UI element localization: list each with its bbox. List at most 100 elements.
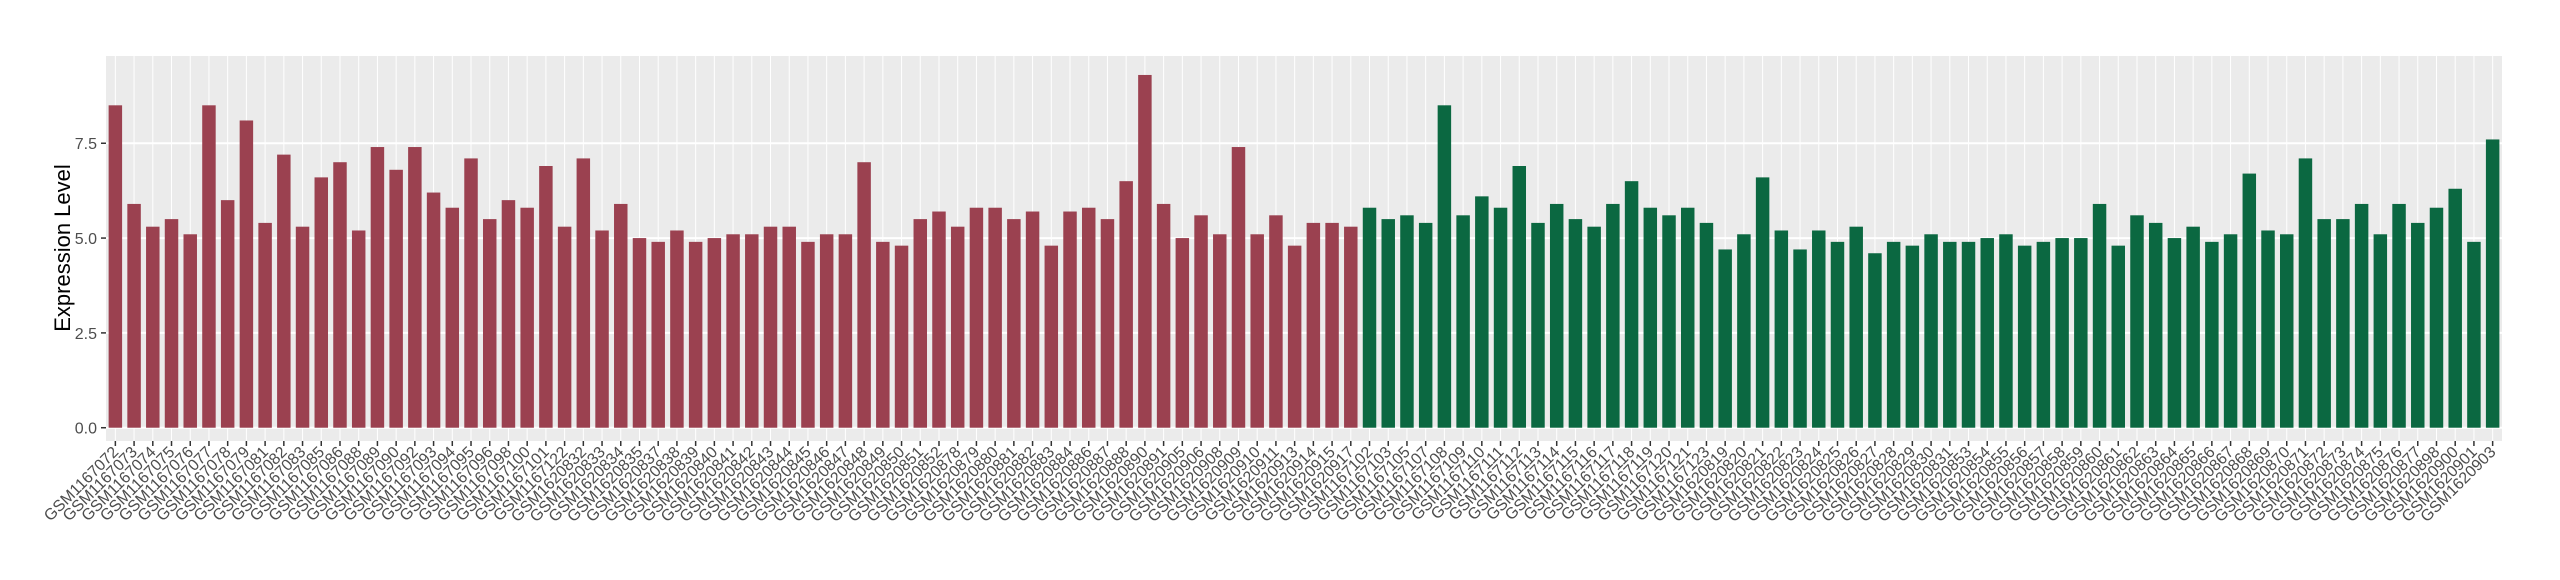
- bar: [2205, 241, 2219, 428]
- y-tick-label: 2.5: [75, 326, 97, 343]
- bar: [1475, 196, 1489, 428]
- bar: [1044, 245, 1059, 428]
- bar: [2130, 215, 2144, 428]
- bar: [763, 226, 778, 428]
- bar: [1980, 238, 1994, 428]
- bar: [557, 226, 572, 428]
- bar: [108, 105, 123, 428]
- bar: [1269, 215, 1283, 428]
- bar: [146, 226, 160, 428]
- bar: [1662, 215, 1676, 428]
- bar: [969, 207, 984, 428]
- bar: [539, 166, 553, 428]
- bar: [726, 234, 740, 428]
- bar: [2055, 238, 2069, 428]
- bar: [894, 245, 909, 428]
- bar: [988, 207, 1002, 428]
- bar: [801, 241, 815, 428]
- bar: [576, 158, 591, 428]
- bar: [2186, 226, 2200, 428]
- bar: [1025, 211, 1040, 428]
- y-tick-label: 5.0: [75, 231, 97, 248]
- bar: [913, 219, 928, 428]
- bar: [1606, 203, 1620, 428]
- bar: [2148, 222, 2163, 428]
- bar: [1325, 222, 1339, 428]
- bar: [258, 222, 272, 428]
- bar: [2448, 188, 2462, 428]
- bar: [2467, 241, 2481, 428]
- bar: [950, 226, 965, 428]
- bar: [351, 230, 366, 428]
- bar: [2017, 245, 2032, 428]
- bar: [688, 241, 703, 428]
- bar: [1924, 234, 1938, 428]
- bar: [1905, 245, 1920, 428]
- bar: [1381, 219, 1395, 428]
- bar: [745, 234, 759, 428]
- bar: [1755, 177, 1770, 428]
- bar: [632, 238, 647, 428]
- bar: [876, 241, 890, 428]
- bar: [1194, 215, 1208, 428]
- bar: [482, 219, 497, 428]
- bar: [164, 219, 179, 428]
- bar: [1063, 211, 1077, 428]
- bar: [2261, 230, 2275, 428]
- bar: [408, 147, 422, 428]
- y-tick-label: 7.5: [75, 136, 97, 153]
- bar: [1886, 241, 1901, 428]
- bar: [1531, 222, 1545, 428]
- bar: [782, 226, 796, 428]
- bar: [2279, 234, 2294, 428]
- y-tick-label: 0.0: [75, 421, 97, 438]
- bar: [389, 169, 403, 428]
- bar: [819, 234, 834, 428]
- bar: [1231, 147, 1246, 428]
- bar: [1119, 181, 1133, 428]
- bar: [1437, 105, 1452, 428]
- bar: [1175, 238, 1190, 428]
- bar: [1493, 207, 1508, 428]
- bar: [1250, 234, 1264, 428]
- bar: [1568, 219, 1583, 428]
- bar: [1587, 226, 1601, 428]
- bar: [2223, 234, 2238, 428]
- bar: [1643, 207, 1658, 428]
- bar: [1737, 234, 1751, 428]
- bar: [2354, 203, 2369, 428]
- bar: [1774, 230, 1789, 428]
- bar: [2411, 222, 2425, 428]
- bar: [1793, 249, 1807, 428]
- bar: [1400, 215, 1414, 428]
- bar: [333, 162, 347, 428]
- bar: [614, 203, 628, 428]
- bar: [127, 203, 141, 428]
- bar: [1456, 215, 1470, 428]
- bar: [1699, 222, 1714, 428]
- bar: [2167, 238, 2182, 428]
- y-axis-title: Expression Level: [50, 164, 75, 332]
- bar: [501, 200, 516, 428]
- bar: [857, 162, 871, 428]
- bar: [220, 200, 235, 428]
- bar: [1306, 222, 1321, 428]
- bar: [2298, 158, 2313, 428]
- bar: [1362, 207, 1377, 428]
- bar: [2036, 241, 2051, 428]
- bar: [2429, 207, 2444, 428]
- bar: [2092, 203, 2107, 428]
- bar: [1081, 207, 1096, 428]
- bar: [445, 207, 460, 428]
- bar: [1812, 230, 1826, 428]
- bar: [1418, 222, 1433, 428]
- bar: [1344, 226, 1358, 428]
- bar: [1868, 253, 1882, 428]
- bar: [239, 120, 254, 428]
- bar: [183, 234, 197, 428]
- bar: [595, 230, 609, 428]
- bar: [1287, 245, 1302, 428]
- bar: [2242, 173, 2257, 428]
- bar: [1549, 203, 1564, 428]
